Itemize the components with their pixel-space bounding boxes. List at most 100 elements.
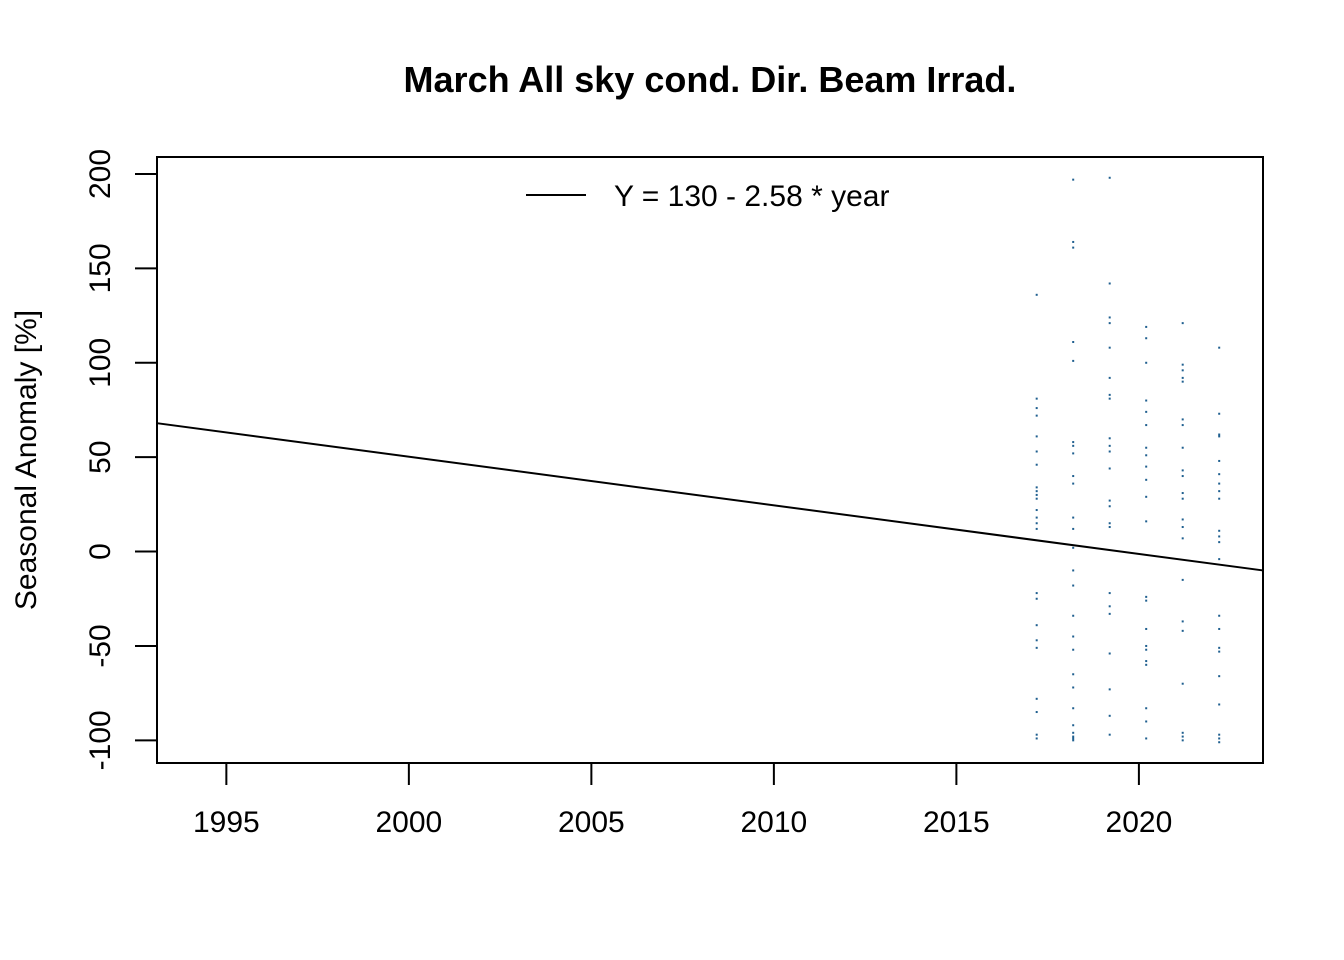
data-point: [1035, 592, 1038, 595]
data-point: [1218, 646, 1221, 649]
data-point: [1108, 450, 1111, 453]
data-point: [1181, 376, 1184, 379]
data-point: [1181, 446, 1184, 449]
data-point: [1218, 412, 1221, 415]
data-point: [1108, 652, 1111, 655]
data-point: [1108, 522, 1111, 525]
data-point: [1145, 478, 1148, 481]
data-point: [1035, 711, 1038, 714]
data-point: [1181, 578, 1184, 581]
data-point: [1072, 635, 1075, 638]
x-tick-label: 2000: [375, 806, 442, 839]
data-point: [1145, 599, 1148, 602]
data-point: [1072, 246, 1075, 249]
data-point: [1072, 724, 1075, 727]
data-point: [1108, 467, 1111, 470]
data-point: [1181, 735, 1184, 738]
data-point: [1072, 475, 1075, 478]
data-point: [1108, 505, 1111, 508]
x-tick-label: 2020: [1106, 806, 1173, 839]
data-point: [1072, 673, 1075, 676]
data-point: [1108, 282, 1111, 285]
data-point: [1218, 627, 1221, 630]
data-point: [1108, 605, 1111, 608]
data-point: [1145, 495, 1148, 498]
data-point: [1218, 733, 1221, 736]
data-point: [1035, 639, 1038, 642]
data-point: [1108, 714, 1111, 717]
data-point: [1108, 688, 1111, 691]
chart-title: March All sky cond. Dir. Beam Irrad.: [404, 59, 1017, 100]
data-point: [1218, 675, 1221, 678]
data-point: [1035, 293, 1038, 296]
data-point: [1145, 399, 1148, 402]
data-point: [1181, 682, 1184, 685]
data-point: [1072, 546, 1075, 549]
data-point: [1218, 435, 1221, 438]
data-point: [1145, 410, 1148, 413]
data-point: [1035, 493, 1038, 496]
data-point: [1108, 526, 1111, 529]
data-point: [1072, 648, 1075, 651]
y-tick-label: 200: [84, 149, 117, 199]
data-point: [1108, 612, 1111, 615]
data-point: [1072, 707, 1075, 710]
data-point: [1218, 346, 1221, 349]
data-point: [1072, 341, 1075, 344]
data-point: [1181, 418, 1184, 421]
data-point: [1181, 492, 1184, 495]
data-point: [1145, 737, 1148, 740]
data-point: [1108, 176, 1111, 179]
data-point: [1072, 452, 1075, 455]
data-point: [1072, 739, 1075, 742]
data-point: [1181, 739, 1184, 742]
data-point: [1145, 424, 1148, 427]
data-point: [1181, 424, 1184, 427]
data-point: [1145, 337, 1148, 340]
data-point: [1035, 414, 1038, 417]
data-point: [1181, 369, 1184, 372]
plot-frame: [156, 156, 1264, 764]
data-point: [1145, 325, 1148, 328]
data-point: [1218, 482, 1221, 485]
data-point: [1218, 459, 1221, 462]
data-point: [1181, 526, 1184, 529]
data-point: [1145, 454, 1148, 457]
data-point: [1181, 497, 1184, 500]
data-point: [1072, 441, 1075, 444]
data-point: [1072, 735, 1075, 738]
data-point: [1072, 737, 1075, 740]
data-point: [1072, 516, 1075, 519]
data-point: [1181, 469, 1184, 472]
data-point: [1145, 627, 1148, 630]
data-point: [1072, 686, 1075, 689]
data-point: [1108, 376, 1111, 379]
data-point: [1218, 558, 1221, 561]
data-point: [1218, 535, 1221, 538]
data-point: [1035, 597, 1038, 600]
data-point: [1035, 733, 1038, 736]
data-point: [1072, 240, 1075, 243]
y-tick-label: -50: [84, 624, 117, 667]
data-point: [1072, 569, 1075, 572]
data-point: [1145, 446, 1148, 449]
x-tick-label: 1995: [193, 806, 260, 839]
data-point: [1181, 629, 1184, 632]
data-point: [1108, 592, 1111, 595]
data-point: [1218, 703, 1221, 706]
data-point: [1218, 737, 1221, 740]
data-point: [1218, 529, 1221, 532]
data-point: [1218, 650, 1221, 653]
data-point: [1145, 660, 1148, 663]
data-point: [1181, 537, 1184, 540]
data-point: [1181, 475, 1184, 478]
data-point: [1145, 520, 1148, 523]
data-point: [1035, 463, 1038, 466]
data-point: [1145, 595, 1148, 598]
x-tick-label: 2005: [558, 806, 625, 839]
data-point: [1035, 527, 1038, 530]
data-point: [1072, 178, 1075, 181]
data-point: [1218, 433, 1221, 436]
data-point: [1035, 737, 1038, 740]
